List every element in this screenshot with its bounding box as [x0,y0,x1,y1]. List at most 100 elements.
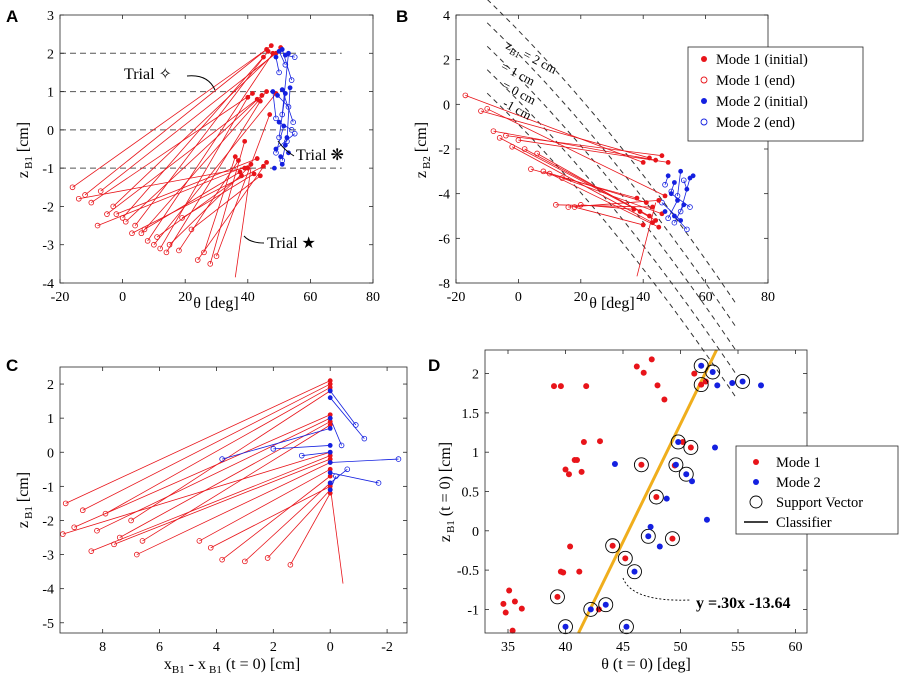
y-tick-label: 2 [47,47,54,62]
mode1-initial-point [248,161,254,167]
mode1-trajectory [122,56,264,219]
mode2-initial-point [272,165,277,171]
mode1-end-point [462,92,469,99]
mode1-end-point [133,551,140,558]
mode1-end-point [179,215,185,221]
mode1-trajectory [112,47,281,207]
x-tick-label: 0 [119,290,126,305]
trial-star-label: Trial ★ [267,235,316,252]
mode1-initial-point [653,157,659,163]
support-vector-ring [640,528,656,544]
mode2-initial-point [279,47,285,52]
mode1-trajectory [465,95,644,163]
panel-c-ylabel: zB1[cm] [15,472,35,528]
mode1-trajectory [119,421,331,538]
panel-b-legend-box [687,46,864,142]
mode1-trajectory [113,458,331,545]
mode1-end-point [188,226,195,233]
mode1-trajectory [290,492,331,565]
panel-c-chart: 8 6 4 2 0 -2 -5 -4 -3 -2 -1 0 1 2 xB1 - x B1 (t = 0) [… [15,366,408,676]
mode1-initial-point [264,160,269,165]
support-vector-ring [619,619,634,635]
mode1-initial-point [327,483,333,489]
mode1-point [551,383,557,390]
y-tick-label: 2 [47,378,54,393]
mode2-point [631,568,638,575]
mode1-end-point [478,108,484,114]
support-vector-ring [705,364,721,380]
mode2-initial-point [286,50,291,56]
mode1-initial-point [327,422,333,428]
mode2-initial-point [282,142,288,148]
mode1-initial-point [261,54,266,60]
mode1-point [562,466,569,473]
mode1-initial-point [662,193,668,199]
mode2-initial-point [287,85,293,91]
mode1-initial-point [270,50,276,56]
mode1-trajectory [487,108,666,197]
mode1-point [687,444,694,451]
support-vector-ring [735,373,751,389]
mode1-initial-point [239,173,244,179]
mode1-end-point [287,561,294,568]
mode1-end-point [577,202,584,208]
trial-star-trajectory [329,486,344,584]
mode1-end-point [110,203,117,210]
mode1-end-point [509,143,515,150]
mode1-point [518,605,525,612]
y-tick-label: -3 [42,239,54,254]
mode1-initial-point [257,173,263,179]
mode1-end-point [219,556,225,563]
x-tick-label: 60 [789,640,803,655]
x-tick-label: 35 [501,640,515,655]
support-vector-ring [598,597,614,613]
mode1-trajectory [536,153,656,221]
mode1-trajectory [116,158,258,215]
mode1-trajectory [91,455,331,552]
mode1-trajectory [580,204,634,210]
panel-d-ylabel: zB1(t = 0) [cm] [437,442,457,542]
x-tick-label: 6 [156,640,163,655]
mode1-initial-point [264,89,269,94]
mode2-trajectory [671,193,691,208]
mode1-end-point [129,230,135,237]
mode1-point [679,438,686,445]
mode1-end-point [521,146,528,152]
mode1-trajectory [136,462,331,555]
mode2-trajectory [278,93,286,138]
mode1-end-point [139,538,146,544]
mode1-trajectory [511,146,653,224]
mode2-initial-point [279,161,285,167]
mode2-end-point [290,119,296,125]
mode1-initial-point [634,195,640,201]
mode1-end-point [176,247,182,254]
mode1-end-point [484,106,491,112]
mode1-initial-point [242,138,248,144]
x-tick-label: 40 [241,290,255,305]
mode1-end-point [194,257,201,263]
mode1-end-point [116,534,123,541]
y-tick-label: 1 [47,86,54,101]
mode1-trajectory [74,414,331,528]
trial-asterisk-label: Trial ❋ [296,147,344,164]
support-vector-ring [633,457,649,473]
mode2-end-point [285,104,292,110]
mode2-initial-point [273,54,279,60]
mode2-initial-point [279,87,285,93]
mode1-trajectory [105,387,331,514]
mode2-end-point [680,177,687,184]
mode2-trajectory [222,427,331,460]
mode1-trajectory [505,135,662,157]
mode1-initial-point [640,222,646,228]
mode1-end-point [122,218,129,225]
mode2-end-point [333,473,339,479]
y-tick-label: 3 [47,9,54,24]
mode1-point [609,542,616,549]
mode2-end-point [665,215,671,222]
mode1-initial-point [254,156,260,161]
mode1-point [691,370,698,377]
x-tick-label: 0 [327,640,334,655]
mode1-end-point [69,184,76,191]
mode2-point [714,382,721,389]
mode2-initial-point [327,460,333,465]
